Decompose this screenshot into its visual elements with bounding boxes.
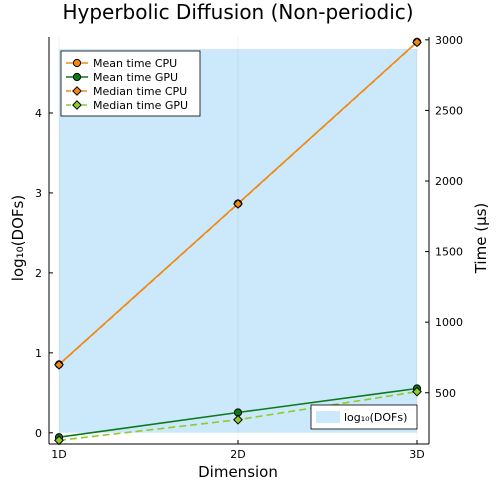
- area-legend: log₁₀(DOFs): [311, 405, 417, 429]
- x-axis-label: Dimension: [198, 463, 278, 481]
- legend-label: Median time CPU: [93, 85, 187, 98]
- right-tick-label: 1500: [435, 246, 463, 259]
- y-axis-label-left: log₁₀(DOFs): [9, 195, 27, 281]
- legend-label: Median time GPU: [93, 99, 188, 112]
- area-legend-swatch: [316, 411, 340, 423]
- left-tick-label: 1: [35, 347, 42, 360]
- left-tick-label: 3: [35, 187, 42, 200]
- right-tick-label: 3000: [435, 34, 463, 47]
- chart-title: Hyperbolic Diffusion (Non-periodic): [62, 0, 413, 24]
- right-tick-label: 2500: [435, 104, 463, 117]
- right-tick-label: 500: [435, 387, 456, 400]
- left-tick-label: 2: [35, 267, 42, 280]
- legend-marker: [73, 73, 80, 80]
- legend-marker: [73, 59, 80, 66]
- x-tick-label: 3D: [409, 448, 424, 461]
- legend-label: Mean time GPU: [93, 71, 178, 84]
- area-legend-label: log₁₀(DOFs): [344, 411, 407, 424]
- left-tick-label: 0: [35, 427, 42, 440]
- x-tick-label: 2D: [230, 448, 245, 461]
- right-tick-label: 2000: [435, 175, 463, 188]
- y-axis-label-right: Time (µs): [472, 203, 490, 275]
- legend-label: Mean time CPU: [93, 57, 177, 70]
- right-tick-label: 1000: [435, 316, 463, 329]
- x-tick-label: 1D: [51, 448, 66, 461]
- left-tick-label: 4: [35, 107, 42, 120]
